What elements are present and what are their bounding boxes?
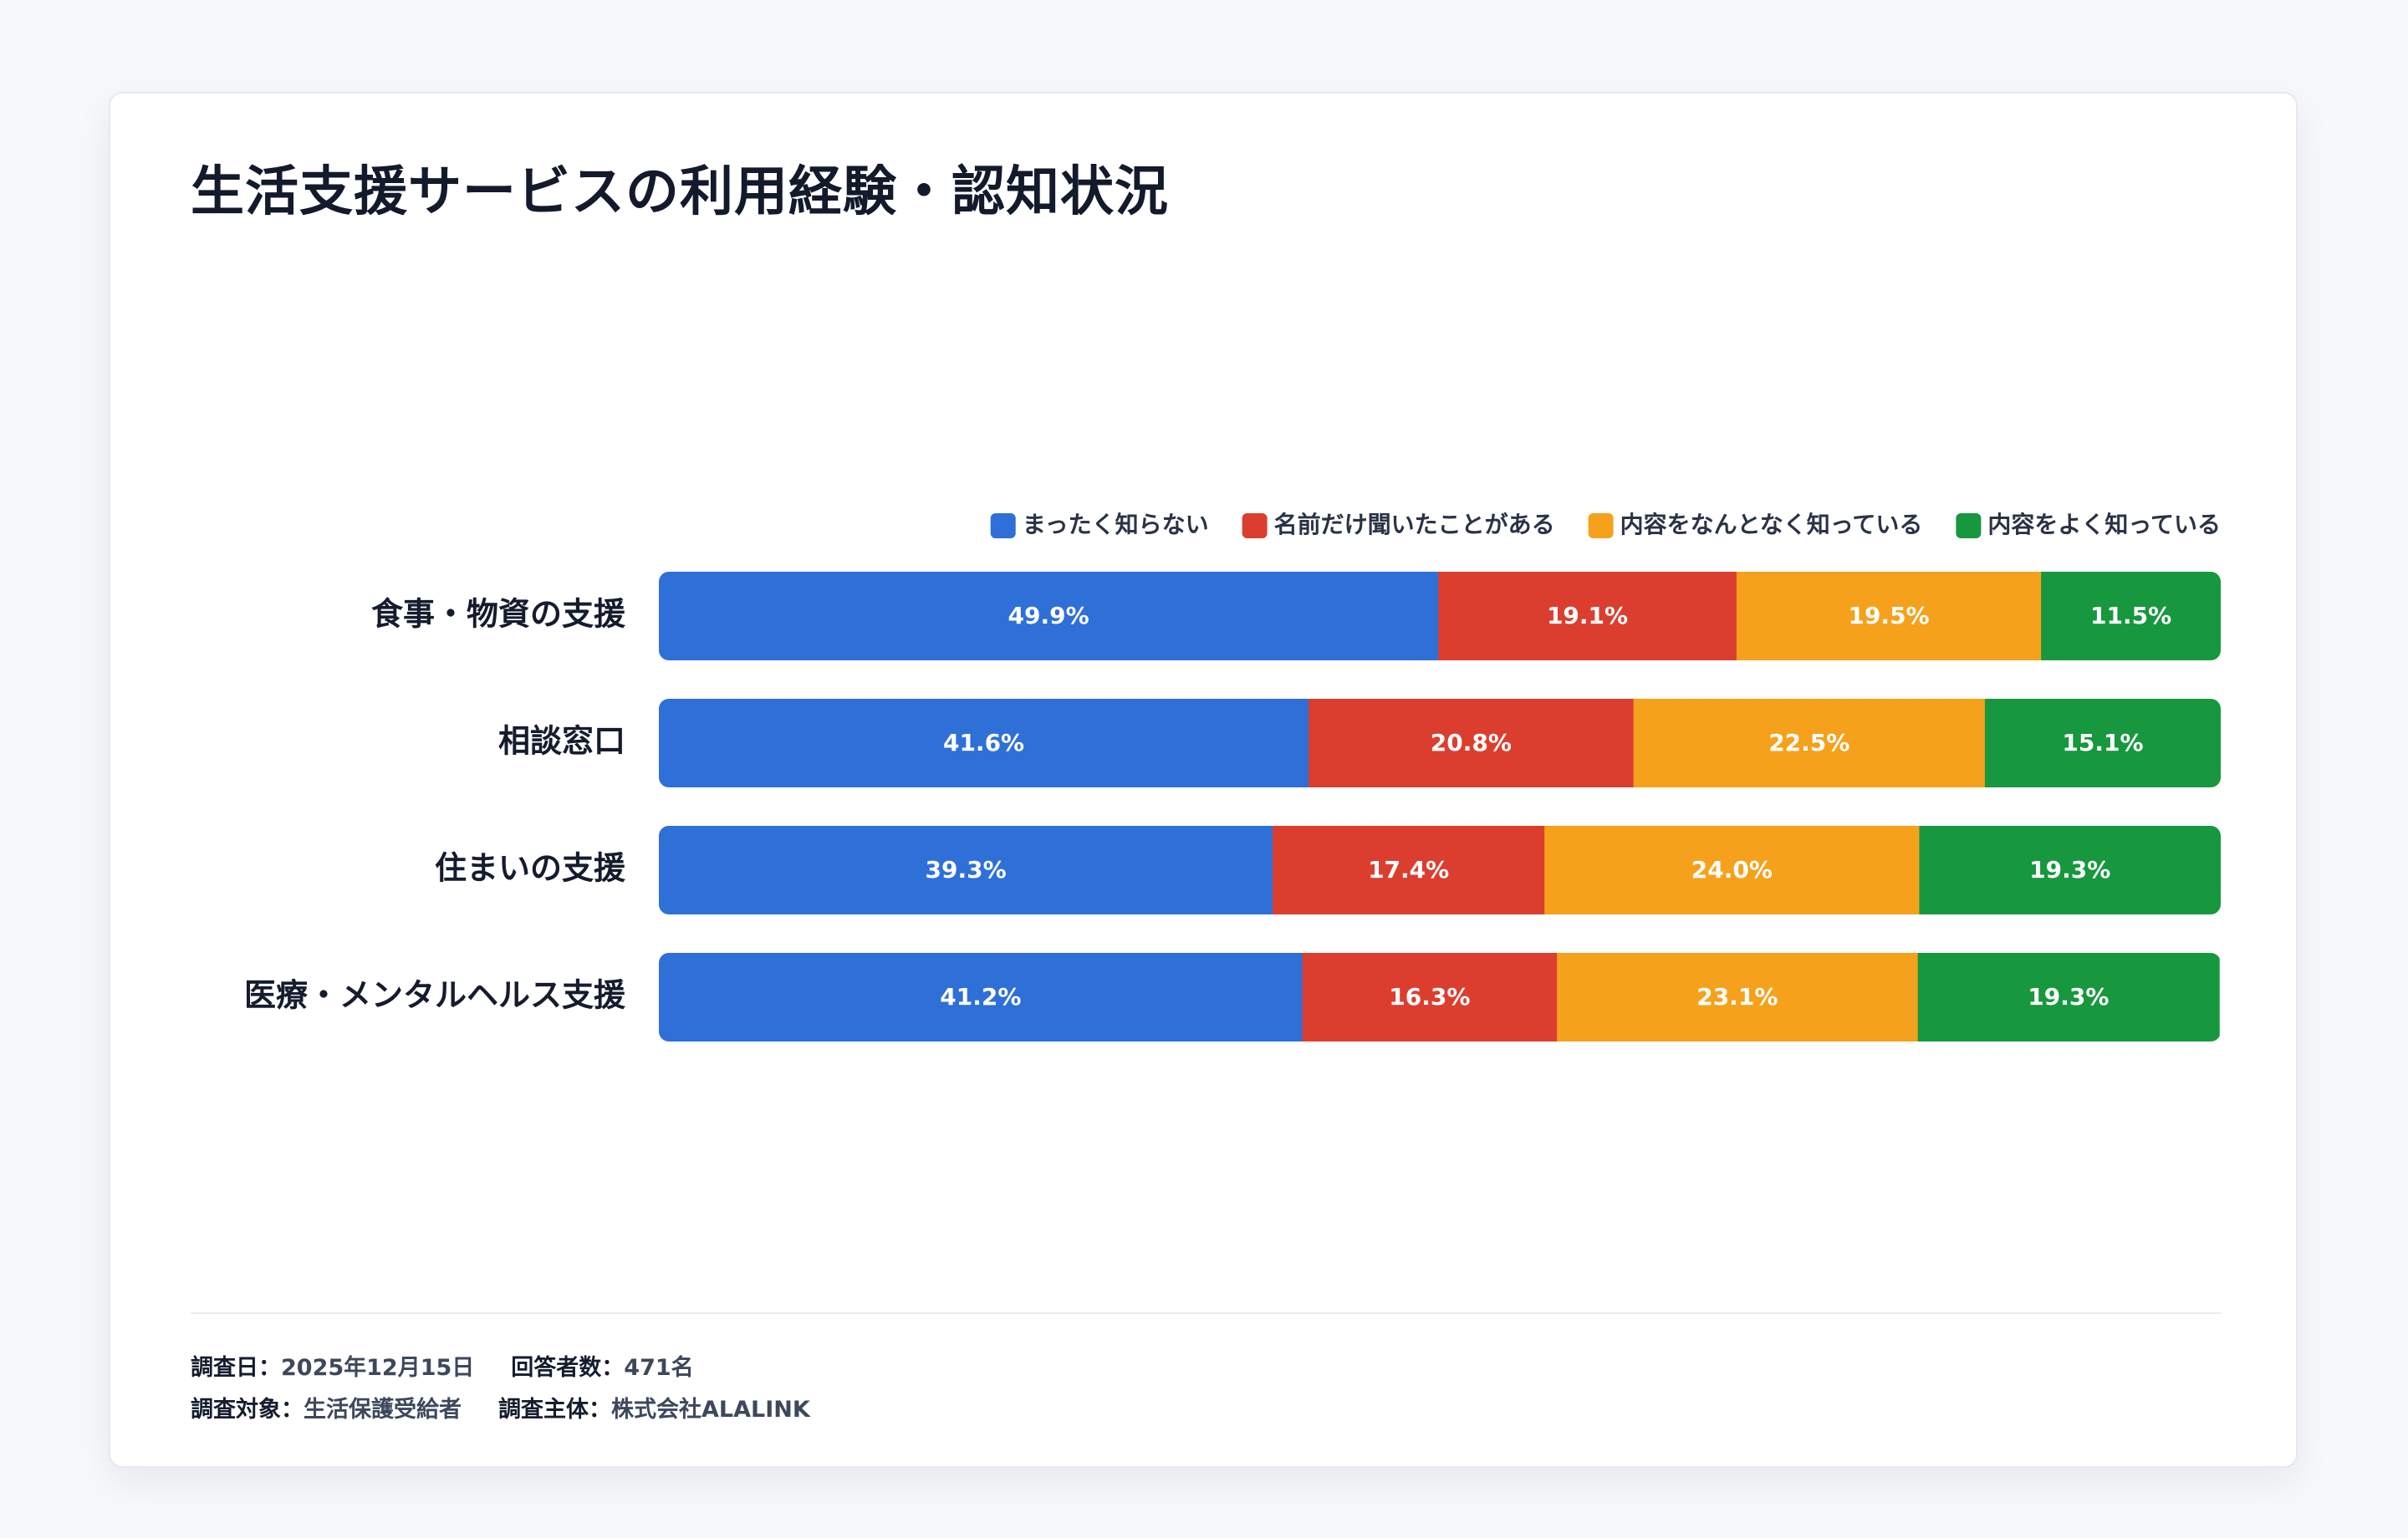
chart-card: 生活支援サービスの利用経験・認知状況 まったく知らない 名前だけ聞いたことがある 内… xyxy=(109,92,2298,1468)
data-label: 24.0% xyxy=(1691,856,1773,884)
footer-key: 調査日 xyxy=(191,1355,258,1381)
footer-value: 株式会社ALALINK xyxy=(611,1397,810,1423)
category-label: 相談窓口 xyxy=(498,723,625,760)
bar-segment xyxy=(1557,953,1919,1041)
footer-item-organizer: 調査主体：株式会社ALALINK xyxy=(498,1389,810,1431)
footer-divider xyxy=(191,1312,2221,1314)
data-label: 16.3% xyxy=(1389,983,1470,1011)
bar-segment xyxy=(1438,572,1737,660)
legend-swatch xyxy=(1588,513,1614,538)
survey-footer: 調査日： 2025年12月15日 回答者数： 471名 調査対象：生活保護受給者 調… xyxy=(191,1347,847,1431)
data-label: 19.3% xyxy=(2028,983,2109,1011)
data-label: 17.4% xyxy=(1368,856,1449,884)
footer-row: 調査日： 2025年12月15日 回答者数： 471名 xyxy=(191,1347,847,1389)
data-label: 19.5% xyxy=(1848,602,1929,629)
data-label: 22.5% xyxy=(1768,729,1849,756)
bar-segment xyxy=(659,826,1273,914)
footer-separator: ： xyxy=(601,1355,625,1381)
bar-segment xyxy=(2041,572,2221,660)
legend-label: まったく知らない xyxy=(1023,511,1209,538)
chart-title: 生活支援サービスの利用経験・認知状況 xyxy=(191,161,1169,223)
bar-segment xyxy=(1273,826,1545,914)
footer-row: 調査対象：生活保護受給者 調査主体：株式会社ALALINK xyxy=(191,1389,847,1431)
bar-segment xyxy=(1984,699,2221,787)
footer-item-survey-date: 調査日： 2025年12月15日 xyxy=(191,1347,474,1389)
bar-segment xyxy=(659,953,1303,1041)
chart-legend: まったく知らない 名前だけ聞いたことがある 内容をなんとなく知っている 内容をよく知っ… xyxy=(990,511,2221,538)
chart-bars: 食事・物資の支援 49.9% 19.1% 19.5% 11.5% 相談窓口 41.6% 20.… xyxy=(244,572,2221,1041)
stacked-bar-chart: まったく知らない 名前だけ聞いたことがある 内容をなんとなく知っている 内容をよく知っ… xyxy=(244,511,2221,1041)
bar-segment xyxy=(1544,826,1921,914)
legend-swatch xyxy=(1242,513,1268,538)
bar-row xyxy=(659,826,2221,914)
footer-separator: ： xyxy=(281,1397,304,1423)
data-label: 23.1% xyxy=(1696,983,1778,1011)
legend-label: 名前だけ聞いたことがある xyxy=(1274,511,1555,538)
bar-segment xyxy=(1302,953,1558,1041)
bar-segment xyxy=(1633,699,1986,787)
footer-value: 471名 xyxy=(624,1355,694,1381)
category-label: 住まいの支援 xyxy=(435,850,626,887)
data-label: 15.1% xyxy=(2062,729,2143,756)
data-label: 41.2% xyxy=(940,983,1021,1011)
data-label: 39.3% xyxy=(925,856,1006,884)
category-label: 医療・メンタルヘルス支援 xyxy=(244,977,626,1014)
legend-label: 内容をよく知っている xyxy=(1987,511,2221,538)
bar-segment xyxy=(1917,953,2220,1041)
bar-segment xyxy=(659,699,1309,787)
bar-row xyxy=(659,572,2221,660)
bar-row xyxy=(659,699,2221,787)
data-label: 11.5% xyxy=(2090,602,2171,629)
footer-value: 生活保護受給者 xyxy=(304,1397,462,1423)
footer-value: 2025年12月15日 xyxy=(281,1355,475,1381)
footer-key: 回答者数 xyxy=(511,1355,602,1381)
legend-swatch xyxy=(1956,513,1982,538)
data-label: 41.6% xyxy=(943,729,1024,756)
data-label: 19.1% xyxy=(1547,602,1628,629)
footer-key: 調査対象 xyxy=(191,1397,281,1423)
data-label: 20.8% xyxy=(1431,729,1512,756)
footer-separator: ： xyxy=(589,1397,611,1423)
data-label: 19.3% xyxy=(2029,856,2110,884)
footer-item-respondents: 回答者数： 471名 xyxy=(511,1347,693,1389)
footer-item-target: 調査対象：生活保護受給者 xyxy=(191,1389,462,1431)
bar-segment xyxy=(1919,826,2221,914)
category-label: 食事・物資の支援 xyxy=(371,596,626,633)
bar-row xyxy=(659,953,2220,1041)
footer-key: 調査主体 xyxy=(498,1397,589,1423)
legend-swatch xyxy=(990,513,1016,538)
data-label: 49.9% xyxy=(1008,602,1089,629)
bar-segment xyxy=(659,572,1439,660)
legend-label: 内容をなんとなく知っている xyxy=(1620,511,1923,538)
bar-segment xyxy=(1309,699,1635,787)
bar-segment xyxy=(1736,572,2042,660)
footer-separator: ： xyxy=(258,1355,281,1381)
